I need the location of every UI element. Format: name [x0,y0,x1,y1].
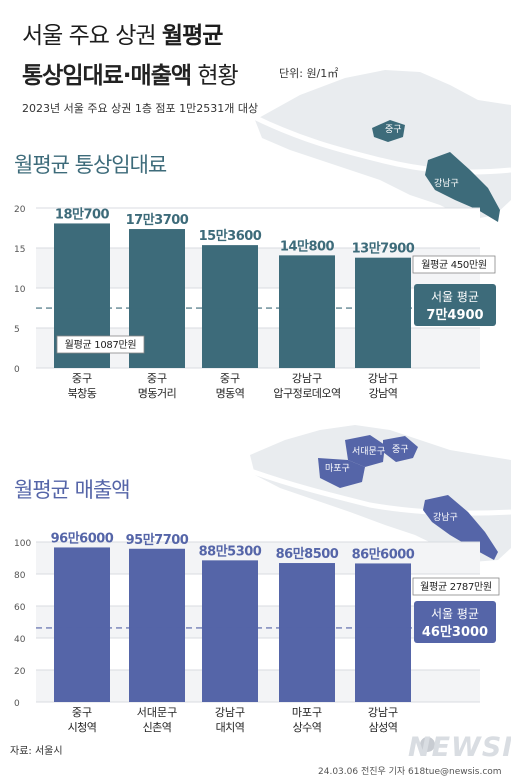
average-value-label: 7만4900 [426,307,483,323]
logo-mark [420,737,435,752]
bar-value-label: 88만5300 [199,543,262,559]
y-tick-label: 20 [14,205,26,215]
annotation-box [56,335,145,354]
category-label-place: 신촌역 [143,721,172,734]
district-mapo [318,458,365,488]
bar-value-label: 14만800 [280,238,335,254]
category-label-place: 삼성역 [369,721,398,734]
seoul-map-top [248,70,511,222]
category-label-place: 북창동 [68,387,97,400]
y-tick-label: 40 [14,635,26,645]
title-plain: 서울 주요 상권 [22,23,157,49]
title-bold-2: 통상임대료·매출액 [22,63,192,89]
annotation-high: 월평균 2787만원 [420,581,492,593]
annotation-high: 월평균 450만원 [421,259,487,271]
y-tick-label: 20 [14,667,26,677]
bar [355,563,411,702]
y-tick-label: 10 [14,285,26,295]
category-label-district: 강남구 [292,372,322,385]
bar [202,245,258,368]
district-seodaemun [345,435,385,467]
y-tick-label: 0 [14,699,20,709]
district-gangnam-top [425,152,500,222]
average-box [414,284,496,326]
annotation-low: 월평균 1087만원 [65,339,137,351]
bar-value-label: 15만3600 [199,228,262,244]
annotation-box [412,577,500,596]
title-plain-2: 현황 [197,63,238,89]
category-label-place: 대치역 [216,721,245,734]
average-label: 서울 평균 [431,607,479,621]
category-label-place: 상수역 [293,721,322,734]
chart-title: 월평균 매출액 [14,478,130,502]
annotation-box [412,255,496,274]
bar-value-label: 86만8500 [276,546,339,562]
bar-value-label: 17만3700 [126,212,189,228]
bar-value-label: 86만6000 [352,546,415,562]
category-label-district: 중구 [72,372,92,385]
bar-value-label: 18만700 [55,206,110,222]
category-label-place: 명동역 [216,387,245,400]
title-line-2: 통상임대료·매출액 현황 [22,56,239,90]
newsis-logo: NEWSIS [408,732,511,763]
unit-label: 단위: 원/1㎡ [279,67,339,80]
credit-line: 24.03.06 전진우 기자 618tue@newsis.com [318,767,502,777]
y-tick-label: 80 [14,571,26,581]
y-tick-label: 15 [14,245,25,255]
bar [279,563,335,702]
chart-title: 월평균 통상임대료 [14,153,167,177]
map-label-seodaemun: 서대문구 [352,447,386,457]
map-label-gangnam-bottom: 강남구 [433,513,458,523]
map-label-junggu-top: 중구 [385,125,402,135]
bar-value-label: 13만7900 [352,241,415,257]
bar [279,255,335,368]
title-line-1: 서울 주요 상권 월평균 [22,16,223,50]
bar-value-label: 96만6000 [51,530,114,546]
category-label-district: 중구 [147,372,167,385]
subtitle: 2023년 서울 주요 상권 1층 점포 1만2531개 대상 [22,102,259,115]
district-junggu-bottom [383,436,418,462]
category-label-place: 명동거리 [138,387,176,400]
category-label-district: 강남구 [368,372,398,385]
category-label-district: 마포구 [292,706,322,719]
source-note: 자료: 서울시 [10,746,63,757]
average-value-label: 46만3000 [422,624,488,640]
category-label-district: 서대문구 [137,706,177,719]
map-label-junggu-bottom: 중구 [392,445,409,455]
y-tick-label: 60 [14,603,26,613]
category-label-district: 강남구 [215,706,245,719]
bar [355,257,411,368]
bar [129,548,185,702]
bar [54,547,110,702]
category-label-place: 강남역 [369,387,398,400]
category-label-district: 강남구 [368,706,398,719]
category-label-place: 시청역 [68,721,97,734]
average-box [414,601,496,643]
y-tick-label: 0 [14,365,20,375]
bar-value-label: 95만7700 [126,532,189,548]
district-junggu-top [372,120,405,142]
y-tick-label: 5 [14,325,20,335]
average-label: 서울 평균 [431,290,479,304]
category-label-place: 압구정로데오역 [273,387,340,400]
map-label-mapo: 마포구 [325,464,350,474]
title-bold: 월평균 [161,23,223,49]
map-label-gangnam-top: 강남구 [434,179,459,189]
bar [202,560,258,702]
category-label-district: 중구 [220,372,240,385]
category-label-district: 중구 [72,706,92,719]
y-tick-label: 100 [14,539,31,549]
